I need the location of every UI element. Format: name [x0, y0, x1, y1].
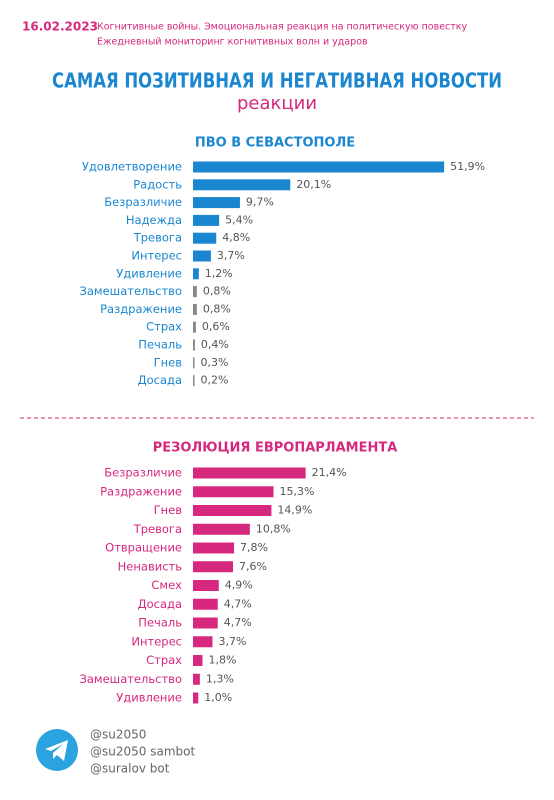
bar	[193, 636, 213, 648]
value-label: 0,8%	[203, 285, 231, 298]
category-label: Досада	[138, 597, 182, 611]
value-label: 1,8%	[208, 654, 236, 667]
value-label: 10,8%	[256, 522, 291, 535]
category-label: Замешательство	[80, 672, 182, 686]
bar	[193, 161, 445, 173]
value-label: 0,4%	[201, 338, 229, 351]
bar	[193, 303, 197, 315]
value-label: 1,3%	[206, 672, 234, 685]
header-line: Ежедневный мониторинг когнитивных волн и…	[97, 37, 368, 48]
category-label: Печаль	[138, 338, 182, 352]
bar	[193, 617, 218, 629]
handle: @su2050 sambot	[90, 745, 195, 759]
category-label: Смех	[151, 578, 182, 592]
value-label: 20,1%	[296, 178, 331, 191]
bar	[193, 197, 240, 209]
bar	[193, 486, 274, 498]
bar	[193, 214, 220, 226]
value-label: 9,7%	[246, 196, 274, 209]
category-label: Замешательство	[80, 284, 182, 298]
bar	[193, 339, 195, 351]
category-label: Досада	[138, 373, 182, 387]
category-label: Тревога	[133, 231, 182, 245]
bar	[193, 580, 219, 591]
value-label: 7,8%	[240, 541, 268, 554]
value-label: 14,9%	[277, 504, 312, 517]
value-label: 1,0%	[204, 691, 232, 704]
bar	[193, 542, 235, 554]
bar	[193, 505, 272, 516]
category-label: Безразличие	[104, 195, 182, 209]
bar	[193, 673, 200, 685]
header-line: Когнитивные войны. Эмоциональная реакция…	[97, 22, 468, 33]
value-label: 0,3%	[201, 356, 229, 369]
category-label: Раздражение	[100, 302, 182, 316]
category-label: Тревога	[133, 522, 182, 536]
category-label: Интерес	[131, 634, 182, 648]
category-label: Гнев	[154, 355, 183, 369]
category-label: Печаль	[138, 616, 182, 630]
date: 16.02.2023	[22, 20, 98, 34]
value-label: 21,4%	[312, 466, 347, 479]
bar	[193, 357, 195, 369]
category-label: Радость	[133, 177, 182, 191]
category-label: Страх	[146, 320, 182, 334]
bar	[193, 561, 233, 573]
value-label: 15,3%	[280, 485, 315, 498]
value-label: 3,7%	[218, 635, 246, 648]
value-label: 0,8%	[203, 302, 231, 315]
bar	[193, 692, 199, 704]
category-label: Страх	[146, 653, 182, 667]
telegram-plane	[45, 740, 68, 761]
bar	[193, 179, 291, 191]
value-label: 4,9%	[225, 579, 253, 592]
subtitle: реакции	[237, 93, 317, 114]
value-label: 5,4%	[225, 213, 253, 226]
category-label: Удивление	[116, 691, 182, 705]
value-label: 4,7%	[224, 597, 252, 610]
category-label: Гнев	[154, 503, 183, 517]
value-label: 4,8%	[222, 231, 250, 244]
bar	[193, 598, 218, 610]
bar	[193, 286, 197, 298]
chart-title: РЕЗОЛЮЦИЯ ЕВРОПАРЛАМЕНТА	[153, 441, 398, 456]
category-label: Интерес	[131, 249, 182, 263]
bar	[193, 375, 195, 387]
value-label: 1,2%	[205, 267, 233, 280]
handle: @suralov bot	[90, 762, 170, 776]
value-label: 3,7%	[217, 249, 245, 262]
bar	[193, 321, 196, 333]
value-label: 4,7%	[224, 616, 252, 629]
category-label: Надежда	[126, 213, 182, 227]
value-label: 0,6%	[202, 320, 230, 333]
bar	[193, 232, 217, 244]
category-label: Раздражение	[100, 484, 182, 498]
value-label: 51,9%	[450, 160, 485, 173]
category-label: Удивление	[116, 266, 182, 280]
category-label: Безразличие	[104, 466, 182, 480]
bar	[193, 523, 250, 535]
handle: @su2050	[90, 728, 146, 742]
category-label: Отвращение	[105, 541, 182, 555]
value-label: 0,2%	[201, 374, 229, 387]
value-label: 7,6%	[239, 560, 267, 573]
title: САМАЯ ПОЗИТИВНАЯ И НЕГАТИВНАЯ НОВОСТИ	[52, 69, 502, 93]
chart-title: ПВО В СЕВАСТОПОЛЕ	[195, 136, 355, 151]
bar	[193, 467, 306, 479]
bar	[193, 250, 211, 262]
bar	[193, 655, 203, 666]
category-label: Ненависть	[118, 559, 183, 573]
category-label: Удовлетворение	[82, 160, 182, 174]
bar	[193, 268, 199, 280]
